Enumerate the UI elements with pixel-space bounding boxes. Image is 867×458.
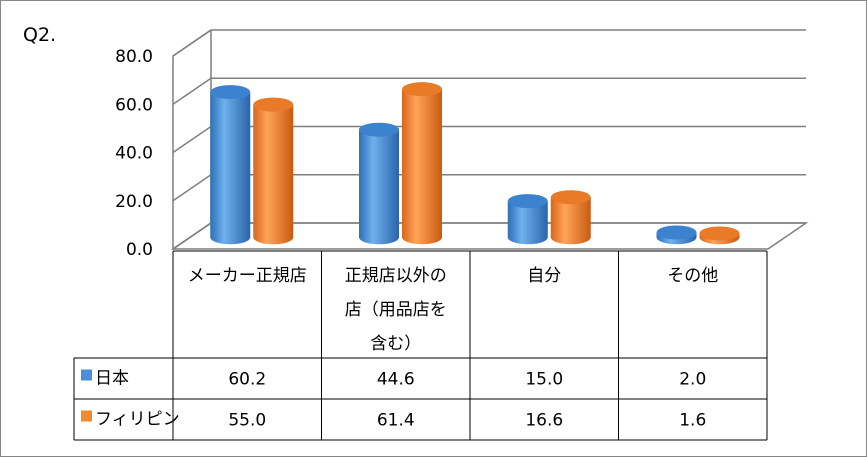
bar-japan-2 (507, 194, 548, 245)
legend-swatch (81, 369, 92, 381)
bar-philippines-3 (699, 226, 740, 245)
y-tick-label: 80.0 (115, 47, 153, 67)
legend-label: フィリピン (95, 410, 180, 430)
category-label: メーカー正規店 (188, 266, 307, 286)
bar-philippines-2 (550, 190, 591, 245)
y-axis-ticks: 0.0 20.0 40.0 60.0 80.0 (115, 47, 153, 260)
y-tick-label: 60.0 (115, 95, 153, 115)
category-label: 含む） (370, 334, 421, 354)
bar-top (656, 225, 697, 240)
bar-top (359, 122, 400, 137)
gridline-side (172, 125, 212, 154)
table-value: 60.2 (228, 370, 266, 390)
bar-top (550, 190, 591, 205)
bar-japan-1 (359, 122, 400, 245)
bar-body (507, 201, 548, 245)
gridline-side (172, 29, 212, 57)
bar-philippines-0 (253, 97, 294, 245)
table-value: 2.0 (679, 370, 706, 390)
chart-title: Q2. (23, 24, 56, 46)
bar-body (550, 197, 591, 245)
legend-label: 日本 (95, 369, 129, 389)
bar-japan-3 (656, 225, 697, 245)
gridline-side (172, 222, 212, 250)
category-label: その他 (667, 266, 718, 286)
table-value: 61.4 (377, 411, 415, 431)
category-label: 自分 (527, 266, 561, 286)
bar-top (507, 194, 548, 209)
table-value: 16.6 (525, 411, 563, 431)
table-value: 55.0 (228, 411, 266, 431)
bar-body (253, 104, 294, 245)
y-tick-label: 20.0 (115, 192, 153, 212)
category-label: 店（用品店を (345, 300, 447, 320)
bar-top (253, 97, 294, 112)
bar-body (402, 89, 443, 245)
gridline-side (172, 174, 212, 202)
table-value: 44.6 (377, 370, 415, 390)
bar-body (359, 129, 400, 245)
y-tick-label: 40.0 (115, 144, 153, 164)
bar-top (210, 85, 251, 100)
bar-body (210, 92, 251, 245)
legend-swatch (81, 410, 92, 422)
bars (210, 82, 740, 245)
bar-japan-0 (210, 85, 251, 245)
gridline-side (172, 77, 212, 105)
table-value: 1.6 (679, 411, 706, 431)
y-tick-label: 0.0 (126, 240, 153, 260)
category-label: 正規店以外の (345, 266, 447, 286)
bar-top (699, 226, 740, 241)
bar-philippines-1 (402, 82, 443, 245)
bar-top (402, 82, 443, 97)
table-value: 15.0 (525, 370, 563, 390)
